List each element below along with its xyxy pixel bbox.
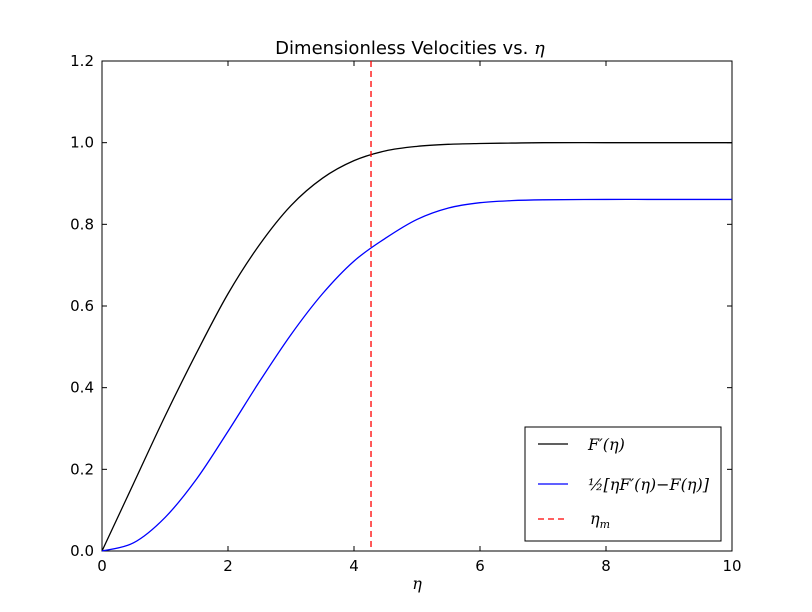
x-tick-label: 6	[475, 557, 485, 575]
legend-label-velocity: ½[ηF′(η)−F(η)]	[588, 475, 710, 494]
series-line-velocity	[101, 198, 732, 552]
x-axis-label: η	[412, 574, 422, 593]
x-tick-label: 10	[722, 557, 741, 575]
y-tick-label: 0.8	[70, 215, 94, 233]
x-tick-label: 8	[601, 557, 611, 575]
legend-label-f-prime: F′(η)	[587, 435, 625, 454]
y-tick-label: 0.0	[70, 542, 94, 560]
chart-title: Dimensionless Velocities vs. η	[275, 38, 545, 59]
y-tick-label: 1.0	[70, 134, 94, 152]
x-tick-label: 2	[223, 557, 233, 575]
chart-title-math: η	[534, 38, 545, 59]
series-lines	[101, 61, 732, 552]
series-line-f-prime	[101, 141, 732, 552]
x-tick-label: 0	[97, 557, 107, 575]
legend-label-eta-m-subscript: m	[600, 518, 610, 531]
x-tick-label: 4	[349, 557, 359, 575]
y-tick-label: 0.6	[70, 297, 94, 315]
legend: F′(η) ½[ηF′(η)−F(η)] ηm	[524, 426, 722, 542]
y-tick-label: 0.4	[70, 379, 94, 397]
y-tick-label: 0.2	[70, 460, 94, 478]
y-tick-label: 1.2	[70, 52, 94, 70]
legend-label-eta-m-base: η	[590, 509, 600, 528]
legend-label-eta-m: ηm	[590, 509, 610, 531]
